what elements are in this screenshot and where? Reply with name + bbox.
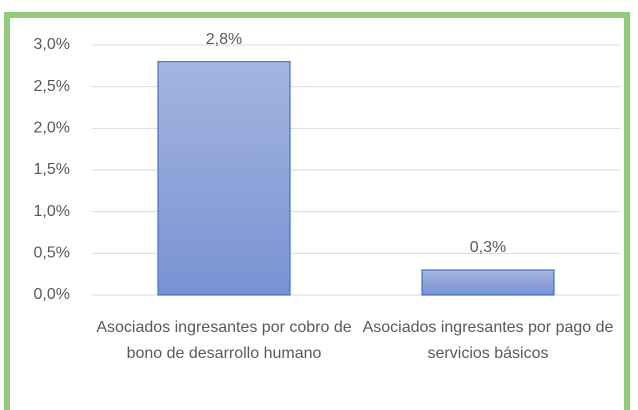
data-label: 0,3% bbox=[470, 239, 506, 256]
x-tick-label: Asociados ingresantes por cobro de bono … bbox=[96, 319, 352, 362]
bar bbox=[157, 61, 291, 296]
y-tick-label: 3,0% bbox=[34, 36, 70, 53]
y-tick-label: 0,0% bbox=[34, 286, 70, 303]
bar bbox=[421, 269, 555, 296]
chart-frame bbox=[4, 12, 630, 410]
y-tick-label: 0,5% bbox=[34, 245, 70, 262]
x-tick-label: Asociados ingresantes por pago de servic… bbox=[362, 319, 614, 362]
y-tick-label: 1,5% bbox=[34, 161, 70, 178]
y-tick-label: 2,5% bbox=[34, 78, 70, 95]
y-tick-label: 2,0% bbox=[34, 120, 70, 137]
data-label: 2,8% bbox=[206, 31, 242, 48]
y-tick-label: 1,0% bbox=[34, 203, 70, 220]
